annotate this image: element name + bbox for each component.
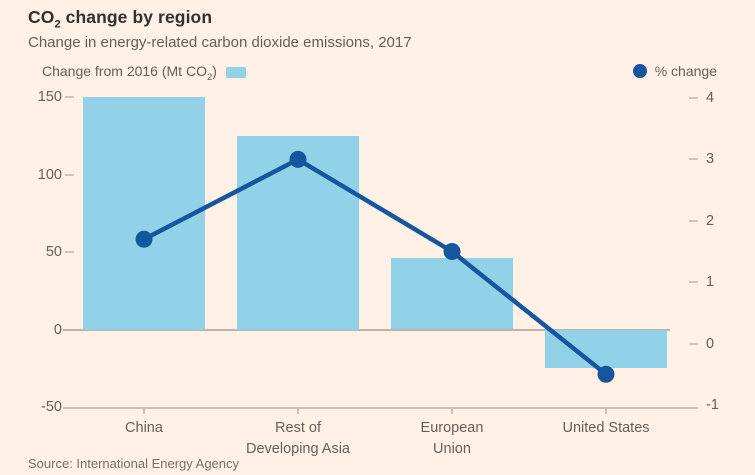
x-axis-line — [63, 407, 698, 409]
left-axis-tick — [65, 173, 74, 176]
source-note: Source: International Energy Agency — [28, 456, 240, 471]
right-axis-tick-label: 4 — [706, 90, 715, 106]
legend-bar-series: Change from 2016 (Mt CO2) — [42, 63, 246, 83]
category-tick — [451, 407, 453, 414]
right-axis-tick — [689, 97, 698, 99]
legend-line-marker-icon — [632, 64, 647, 78]
right-axis-tick-label: 1 — [706, 274, 715, 291]
right-axis-tick-label: 2 — [706, 212, 715, 229]
page-title: CO2 change by region — [28, 7, 213, 31]
left-axis-tick-label: 150 — [37, 89, 62, 105]
data-point-united-states — [597, 365, 615, 383]
legend-line-series: % change — [632, 63, 717, 79]
pct-change-line — [142, 156, 608, 377]
chart-subtitle: Change in energy-related carbon dioxide … — [28, 34, 412, 51]
bar-united-states — [545, 329, 667, 369]
category-label-china: China — [125, 420, 163, 436]
left-axis-tick-label: 50 — [45, 244, 62, 260]
right-axis-tick-label: 3 — [706, 151, 715, 168]
left-axis-tick-label: -50 — [41, 399, 62, 415]
category-tick — [605, 407, 607, 414]
bar-rest-of-developing-asia — [237, 135, 359, 330]
right-axis-tick — [689, 158, 698, 161]
category-tick — [143, 407, 145, 414]
category-label-rest-of-developing-asia: Rest of Developing Asia — [246, 420, 350, 457]
category-tick — [297, 407, 299, 414]
left-axis-tick-label: 100 — [37, 166, 62, 183]
left-axis-tick — [65, 96, 74, 98]
category-label-european-union: European Union — [420, 420, 484, 457]
legend-line-label: % change — [654, 63, 717, 79]
right-axis-tick-label: 0 — [706, 335, 715, 352]
right-axis-tick-label: -1 — [706, 397, 719, 413]
category-label-united-states: United States — [562, 420, 650, 436]
legend-bar-label: Change from 2016 (Mt CO2) — [42, 63, 217, 83]
legend-bar-swatch — [225, 67, 246, 79]
bar-european-union — [391, 258, 513, 330]
left-axis-tick-label: 0 — [53, 321, 62, 338]
right-axis-tick — [689, 342, 698, 345]
bar-china — [83, 97, 205, 330]
left-axis-tick — [65, 251, 74, 253]
right-axis-tick — [689, 281, 698, 284]
right-axis-tick — [689, 219, 698, 222]
